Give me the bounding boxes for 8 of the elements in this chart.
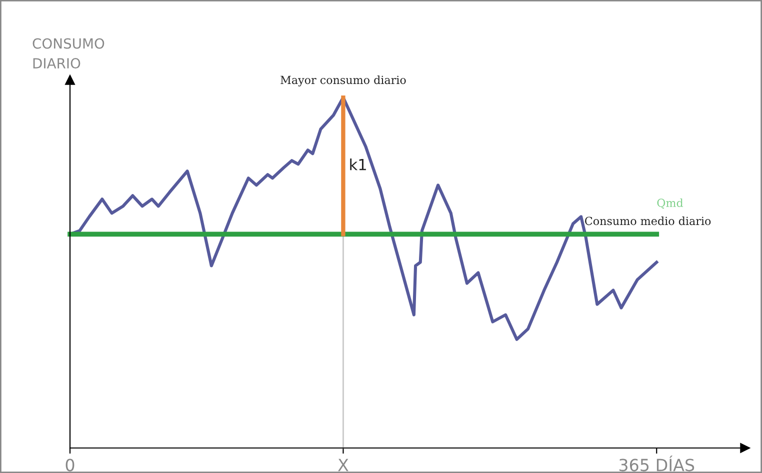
x-tick-label: X [338,458,348,472]
x-tick-label: 365 DÍAS [619,456,694,472]
annotation: Mayor consumo diario [280,76,406,86]
y-axis-title: CONSUMO DIARIO [32,38,104,69]
x-tick-label: 0 [66,458,74,472]
series-label: Consumo medio diario [585,216,711,226]
series-label: k1 [350,158,366,170]
annotation: Qmd [657,198,684,209]
